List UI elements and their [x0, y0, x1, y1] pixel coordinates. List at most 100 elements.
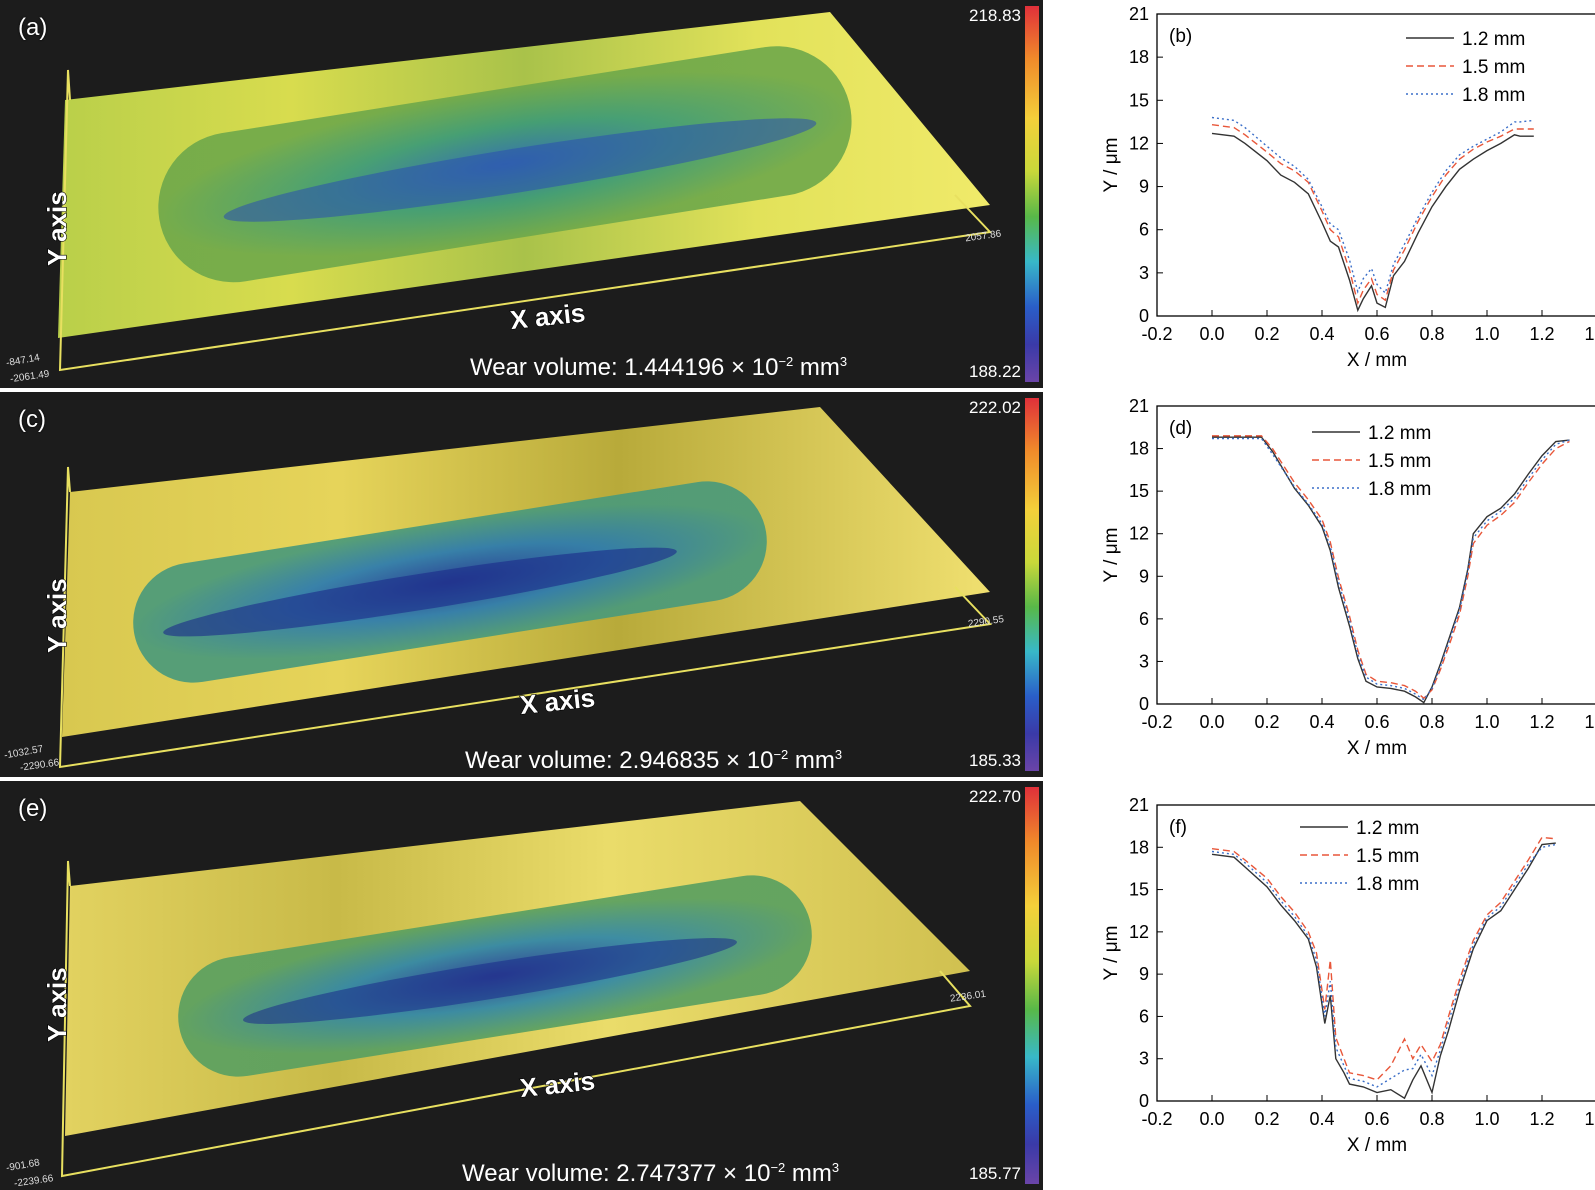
x-tick-label: 1.4 [1584, 1109, 1595, 1129]
profile-chart-b: -0.2 0.0 0.2 0.4 0.6 0.8 1.0 1.2 1.4 0 3 6 9 12 15 18 21… [1090, 0, 1595, 390]
y-tick-label: 21 [1129, 795, 1149, 815]
profile-chart-d-svg: -0.2 0.0 0.2 0.4 0.6 0.8 1.0 1.2 1.4 0 3 6 9 12 15 18 21… [1101, 396, 1595, 759]
x-tick-label: 0.4 [1309, 324, 1334, 344]
wear-track-center [223, 118, 817, 222]
x-tick-label: 0.0 [1199, 1109, 1224, 1129]
x-tick-label: 0.8 [1419, 324, 1444, 344]
colorbar-max: 222.02 [969, 398, 1021, 417]
series-line-2 [1211, 836, 1556, 1081]
y-axis-name: Y axis [42, 967, 72, 1042]
x-tick-label: 0.6 [1364, 324, 1389, 344]
legend-label: 1.5 mm [1368, 451, 1431, 472]
y-tick-label: 9 [1139, 177, 1149, 197]
y-tick-label: 15 [1129, 90, 1149, 110]
surface-panel-e: X axis Y axis 2236.01 -901.68 -2239.66 (… [0, 781, 1043, 1190]
series-line-1 [1211, 132, 1534, 313]
profile-chart-f-svg: -0.2 0.0 0.2 0.4 0.6 0.8 1.0 1.2 1.4 0 3 6 9 12 15 18 21… [1101, 795, 1595, 1156]
x-tick-label: 1.4 [1584, 324, 1595, 344]
wear-track-center [163, 547, 677, 637]
panel-label: (f) [1169, 817, 1187, 838]
x-axis-label: X / mm [1347, 1135, 1407, 1156]
series-line-3 [1212, 437, 1570, 701]
series-line-2 [1211, 124, 1534, 306]
corner-x-value: 2057.86 [965, 228, 1003, 244]
colorbar [1025, 6, 1039, 382]
y-tick-label: 18 [1129, 47, 1149, 67]
profile-chart-d: -0.2 0.0 0.2 0.4 0.6 0.8 1.0 1.2 1.4 0 3 6 9 12 15 18 21… [1090, 392, 1595, 782]
y-tick-label: 12 [1129, 524, 1149, 544]
y-tick-label: 12 [1129, 133, 1149, 153]
colorbar-max: 222.70 [969, 787, 1021, 806]
x-tick-label: 0.6 [1364, 712, 1389, 732]
wear-volume: Wear volume: 2.747377 × 10−2 mm3 [462, 1160, 840, 1187]
x-tick-label: 0.0 [1199, 324, 1224, 344]
x-tick-label: 1.2 [1529, 712, 1554, 732]
legend-label: 1.2 mm [1368, 423, 1431, 444]
x-tick-label: 1.2 [1529, 1109, 1554, 1129]
x-tick-label: 1.0 [1474, 324, 1499, 344]
panel-label: (d) [1169, 418, 1192, 439]
y-axis-name: Y axis [42, 578, 72, 653]
x-tick-label: 0.2 [1254, 1109, 1279, 1129]
y-tick-label: 21 [1129, 4, 1149, 24]
colorbar [1025, 787, 1039, 1184]
x-tick-label: 0.4 [1309, 712, 1334, 732]
corner-x-value: 2236.01 [949, 989, 987, 1005]
axis-frame [60, 860, 972, 1178]
x-tick-label: 0.0 [1199, 712, 1224, 732]
y-tick-label: 3 [1139, 1049, 1149, 1069]
panel-label: (e) [18, 795, 48, 822]
surface-panel-a: X axis Y axis 2057.86 -847.14 -2061.49 (… [0, 0, 1043, 388]
colorbar-min: 185.33 [969, 751, 1021, 770]
corner-y1-value: -901.68 [5, 1157, 41, 1174]
legend-label: 1.2 mm [1356, 818, 1419, 839]
legend-label: 1.2 mm [1462, 29, 1525, 50]
y-tick-label: 15 [1129, 481, 1149, 501]
y-tick-label: 0 [1139, 694, 1149, 714]
profile-chart-b-svg: -0.2 0.0 0.2 0.4 0.6 0.8 1.0 1.2 1.4 0 3 6 9 12 15 18 21… [1101, 4, 1595, 371]
y-tick-label: 6 [1139, 1006, 1149, 1026]
colorbar-min: 185.77 [969, 1164, 1021, 1183]
y-tick-label: 0 [1139, 1091, 1149, 1111]
legend-label: 1.8 mm [1462, 85, 1525, 106]
surface-e-graphic: X axis Y axis 2236.01 -901.68 -2239.66 [5, 801, 987, 1190]
surface-panel-c: X axis Y axis 2290.55 -1032.57 -2290.66 … [0, 392, 1043, 777]
x-tick-label: 1.0 [1474, 712, 1499, 732]
x-axis-label: X / mm [1347, 738, 1407, 759]
y-tick-label: 0 [1139, 306, 1149, 326]
legend-label: 1.5 mm [1462, 57, 1525, 78]
x-tick-label: 0.8 [1419, 712, 1444, 732]
y-tick-label: 3 [1139, 651, 1149, 671]
y-tick-label: 12 [1129, 922, 1149, 942]
panel-label: (b) [1169, 26, 1192, 47]
x-tick-label: 0.2 [1254, 324, 1279, 344]
series-line-3 [1211, 116, 1534, 295]
legend-label: 1.8 mm [1368, 479, 1431, 500]
y-tick-label: 6 [1139, 220, 1149, 240]
y-tick-label: 6 [1139, 609, 1149, 629]
x-tick-label: 0.4 [1309, 1109, 1334, 1129]
y-axis-label: Y / μm [1101, 138, 1122, 193]
corner-y2-value: -2061.49 [9, 369, 50, 385]
y-tick-label: 21 [1129, 396, 1149, 416]
profile-chart-f: -0.2 0.0 0.2 0.4 0.6 0.8 1.0 1.2 1.4 0 3 6 9 12 15 18 21… [1090, 785, 1595, 1190]
x-tick-label: -0.2 [1141, 1109, 1172, 1129]
x-tick-label: 1.4 [1584, 712, 1595, 732]
series-line-3 [1211, 843, 1556, 1088]
axis-frame [58, 466, 993, 769]
x-tick-label: -0.2 [1141, 324, 1172, 344]
legend-label: 1.5 mm [1356, 846, 1419, 867]
y-tick-label: 15 [1129, 880, 1149, 900]
corner-y2-value: -2290.66 [19, 757, 60, 773]
wear-volume: Wear volume: 1.444196 × 10−2 mm3 [470, 354, 848, 381]
x-tick-label: 1.0 [1474, 1109, 1499, 1129]
y-axis-name: Y axis [42, 191, 72, 266]
series-line-1 [1211, 842, 1556, 1100]
surface-c-graphic: X axis Y axis 2290.55 -1032.57 -2290.66 [3, 407, 1005, 774]
x-tick-label: 0.8 [1419, 1109, 1444, 1129]
x-tick-label: 0.2 [1254, 712, 1279, 732]
y-axis-label: Y / μm [1101, 528, 1122, 583]
colorbar [1025, 398, 1039, 771]
surface-a-graphic: X axis Y axis 2057.86 -847.14 -2061.49 [5, 12, 1003, 385]
y-tick-label: 18 [1129, 837, 1149, 857]
